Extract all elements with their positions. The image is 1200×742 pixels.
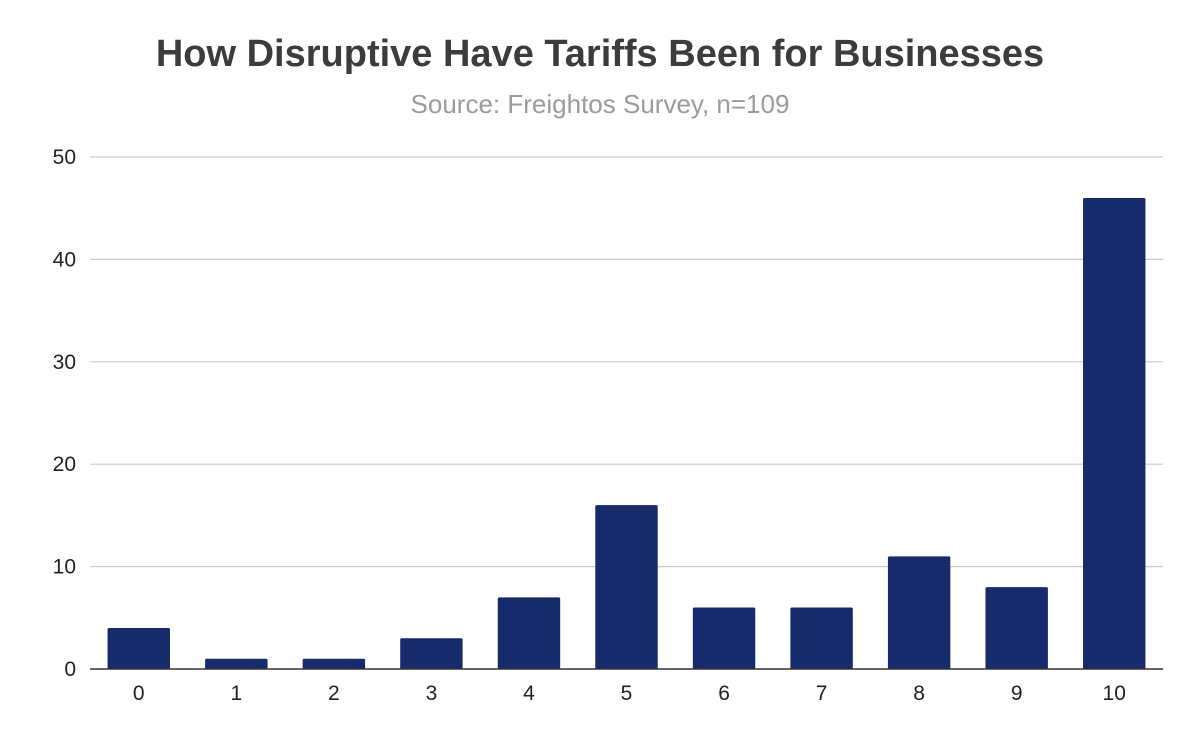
bars xyxy=(107,197,1146,669)
y-tick-label: 20 xyxy=(53,453,76,476)
bar-1 xyxy=(205,658,268,669)
bar-8 xyxy=(887,556,951,669)
x-tick-label: 6 xyxy=(718,682,730,705)
x-tick-label: 4 xyxy=(523,682,535,705)
bar-0 xyxy=(107,628,170,669)
y-tick-label: 0 xyxy=(64,658,76,681)
bar-9 xyxy=(985,587,1048,669)
bar-6 xyxy=(692,607,756,669)
x-tick-label: 8 xyxy=(913,682,925,705)
x-tick-label: 7 xyxy=(816,682,828,705)
y-tick-label: 10 xyxy=(53,556,76,579)
x-tick-label: 5 xyxy=(621,682,633,705)
y-tick-label: 40 xyxy=(53,248,76,271)
x-axis-ticks: 0 1 2 3 4 5 6 7 8 9 10 xyxy=(133,682,1126,705)
chart-subtitle: Source: Freightos Survey, n=109 xyxy=(410,89,790,119)
bar-4 xyxy=(497,597,561,669)
y-tick-label: 30 xyxy=(53,351,76,374)
bar-5 xyxy=(595,505,658,669)
x-tick-label: 10 xyxy=(1103,682,1126,705)
bar-7 xyxy=(790,607,853,669)
x-tick-label: 3 xyxy=(426,682,438,705)
gridlines xyxy=(90,156,1163,568)
bar-3 xyxy=(400,638,463,669)
y-axis-ticks: 0 10 20 30 40 50 xyxy=(53,146,76,681)
chart-title: How Disruptive Have Tariffs Been for Bus… xyxy=(155,33,1045,75)
x-tick-label: 1 xyxy=(230,682,242,705)
bar-10 xyxy=(1083,197,1146,669)
bar-2 xyxy=(302,658,366,669)
x-tick-label: 0 xyxy=(133,682,145,705)
x-tick-label: 2 xyxy=(328,682,340,705)
x-tick-label: 9 xyxy=(1011,682,1023,705)
y-tick-label: 50 xyxy=(53,146,76,169)
